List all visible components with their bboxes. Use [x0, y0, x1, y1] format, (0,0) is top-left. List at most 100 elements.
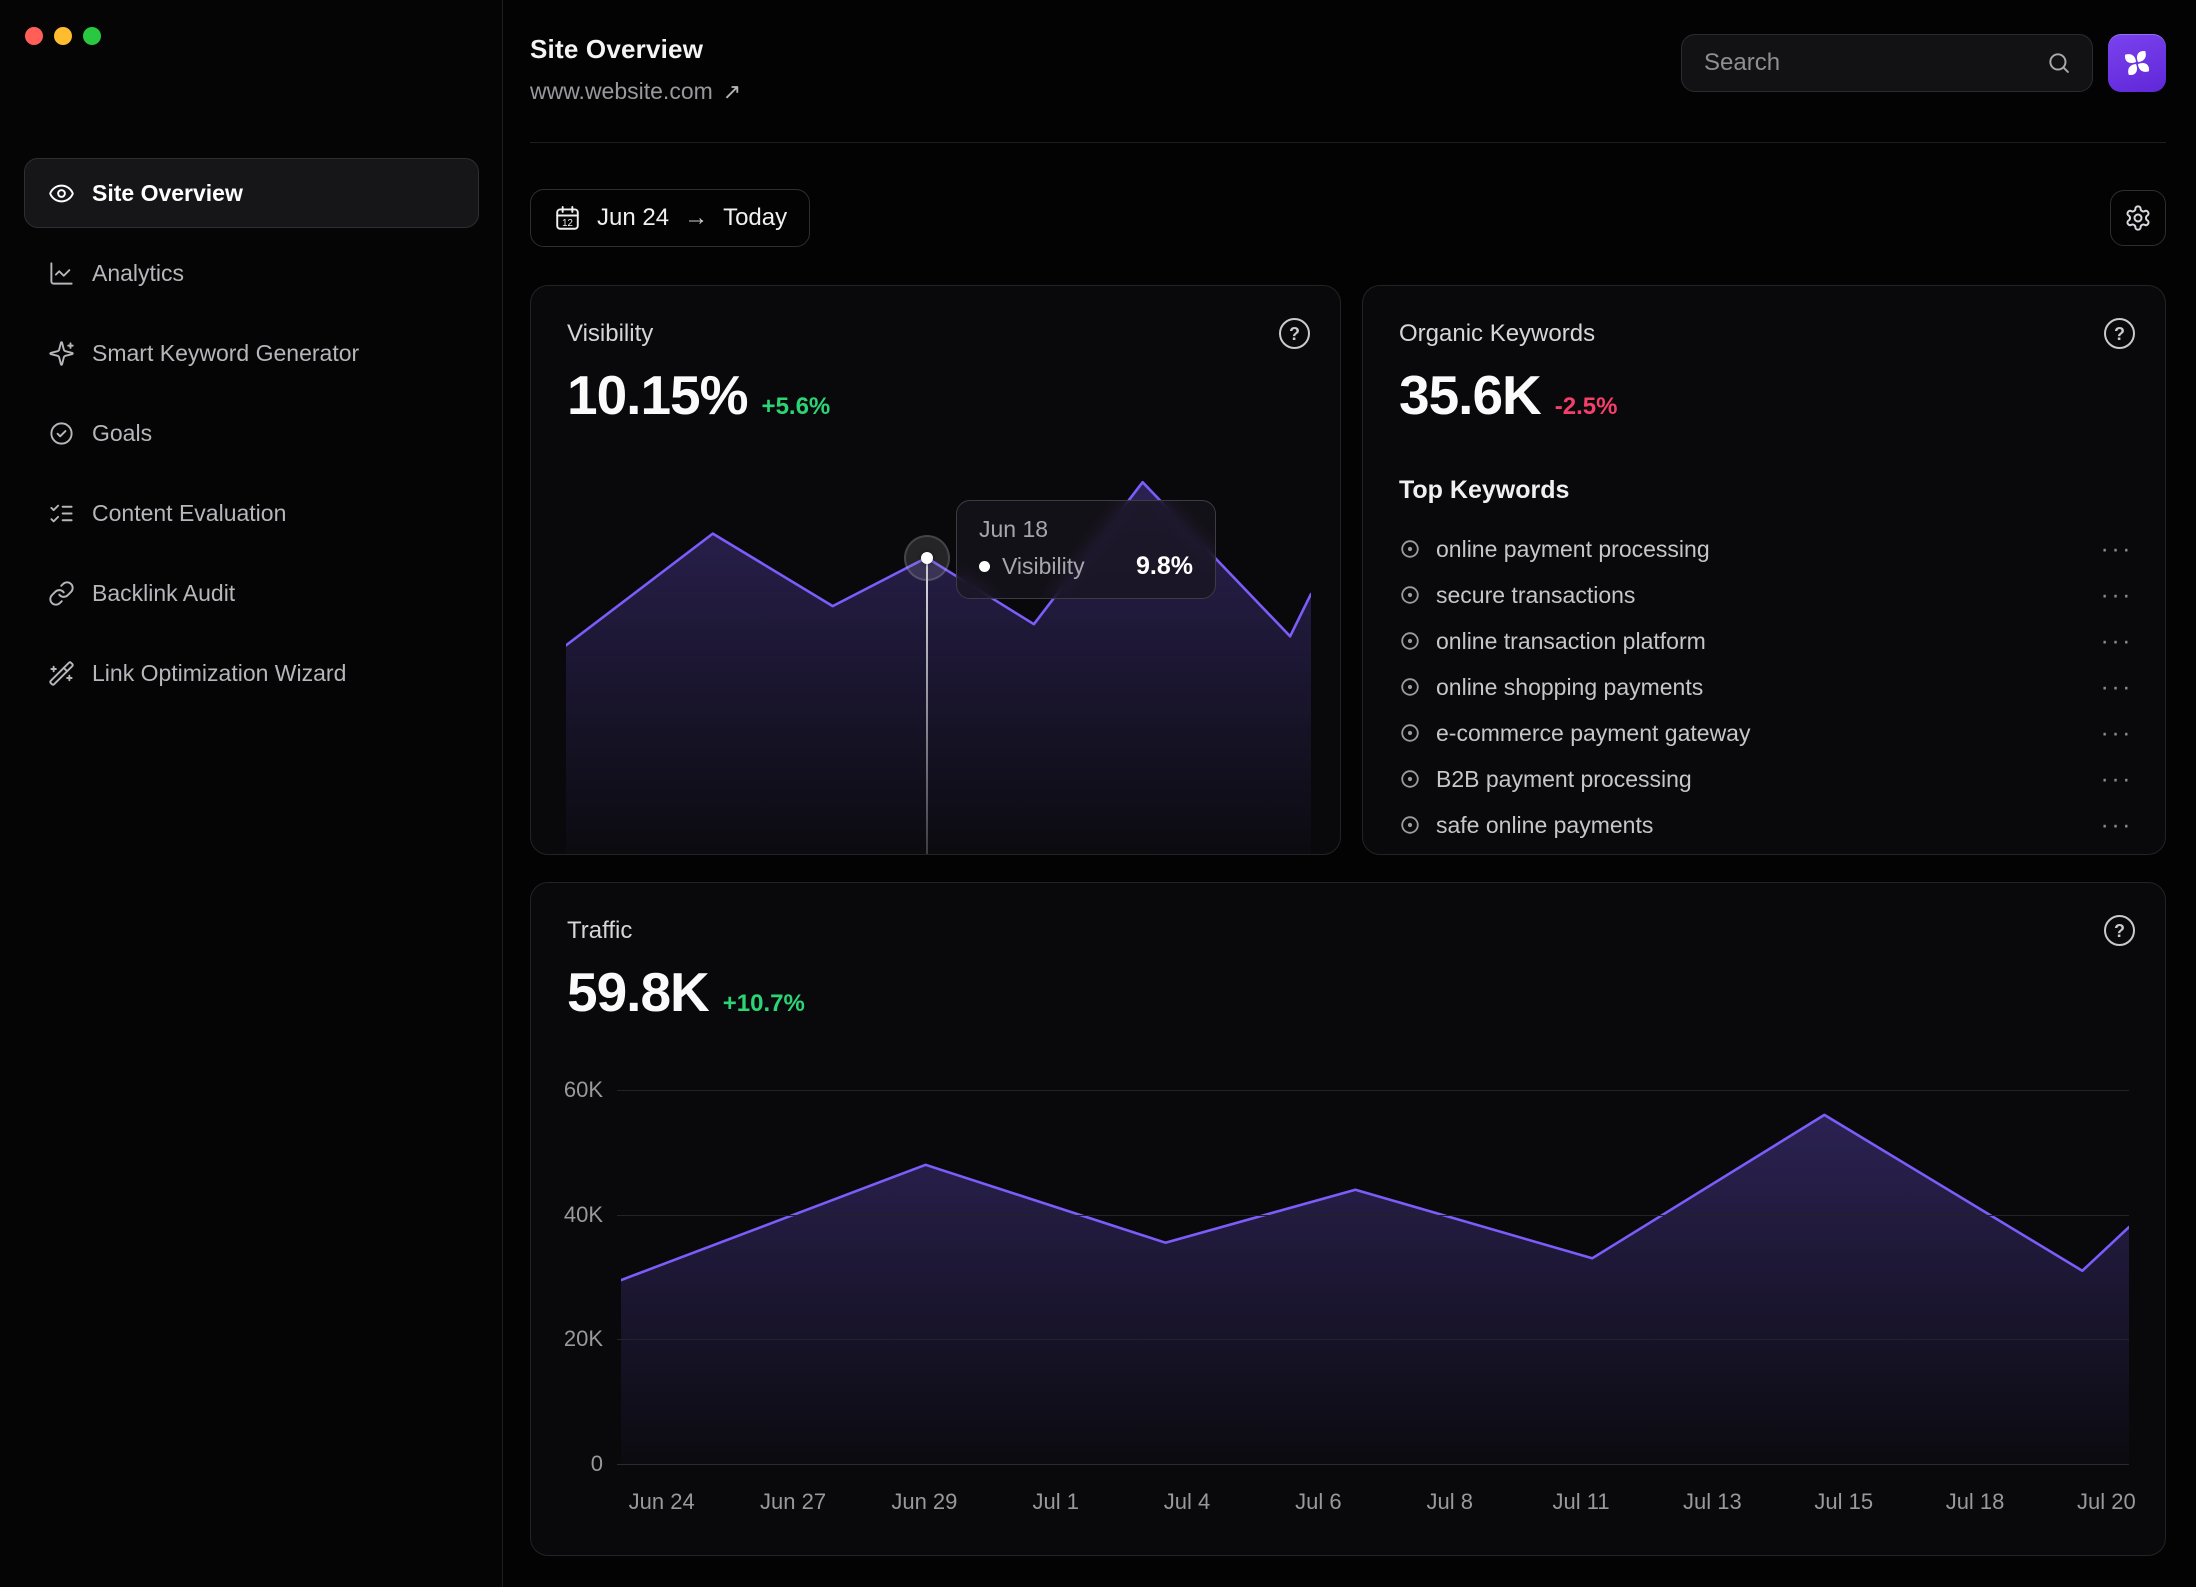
topbar: Site Overview www.website.com ↗ — [530, 0, 2166, 105]
keyword-label: secure transactions — [1436, 581, 1636, 608]
traffic-card-title: Traffic — [567, 916, 633, 944]
keyword-bullet-icon — [1399, 722, 1421, 744]
traffic-help-button[interactable]: ? — [2104, 915, 2135, 946]
page-heading: Site Overview www.website.com ↗ — [530, 34, 741, 105]
traffic-card-header: Traffic ? — [531, 883, 2165, 946]
sidebar-item-label: Goals — [92, 419, 153, 446]
hover-crosshair-line — [925, 557, 928, 854]
visibility-card: Visibility ? 10.15% +5.6% Jun 18 — [530, 285, 1341, 855]
keyword-item: secure transactions ··· — [1399, 572, 2137, 618]
date-range-picker[interactable]: 12 Jun 24 → Today — [530, 189, 811, 247]
gear-icon — [2126, 205, 2150, 231]
keyword-bullet-icon — [1399, 768, 1421, 790]
sidebar-item-label: Backlink Audit — [92, 579, 236, 606]
search-input[interactable] — [1702, 48, 2034, 78]
hover-point-dot — [920, 551, 933, 564]
keyword-menu-button[interactable]: ··· — [2097, 674, 2137, 700]
keyword-label: B2B payment processing — [1436, 765, 1692, 792]
keywords-help-button[interactable]: ? — [2104, 318, 2135, 349]
search-box[interactable] — [1681, 34, 2093, 92]
keyword-item: online transaction platform ··· — [1399, 618, 2137, 664]
keywords-list: online payment processing ··· secure trans… — [1363, 526, 2165, 848]
settings-button[interactable] — [2110, 190, 2166, 246]
gridline — [617, 1090, 2129, 1091]
visibility-card-header: Visibility ? — [531, 286, 1340, 349]
x-axis-label: Jul 8 — [1426, 1489, 1473, 1514]
x-axis-label: Jul 15 — [1814, 1489, 1874, 1514]
external-link-icon: ↗ — [722, 78, 742, 104]
sidebar-nav: Site Overview Analytics Smart Keyword Gene… — [24, 158, 479, 708]
x-axis-label: Jul 4 — [1163, 1489, 1211, 1514]
date-start: Jun 24 — [597, 204, 670, 231]
keyword-item: B2B payment processing ··· — [1399, 756, 2137, 802]
x-axis-label: Jul 20 — [2077, 1489, 2136, 1514]
visibility-card-title: Visibility — [567, 319, 654, 347]
cards-row: Visibility ? 10.15% +5.6% Jun 18 — [530, 285, 2166, 855]
y-axis-label: 60K — [563, 1077, 603, 1102]
sidebar-item-smart-keyword-generator[interactable]: Smart Keyword Generator — [24, 318, 479, 388]
app-logo-button[interactable] — [2108, 34, 2166, 92]
tooltip-series-dot — [979, 561, 990, 572]
organic-keywords-card: Organic Keywords ? 35.6K -2.5% Top Keywo… — [1362, 285, 2166, 855]
x-axis-label: Jun 24 — [628, 1489, 695, 1514]
keyword-item: e-commerce payment gateway ··· — [1399, 710, 2137, 756]
keyword-item: online shopping payments ··· — [1399, 664, 2137, 710]
sidebar-item-analytics[interactable]: Analytics — [24, 238, 479, 308]
sidebar-item-goals[interactable]: Goals — [24, 398, 479, 468]
eye-icon — [49, 184, 74, 202]
keyword-bullet-icon — [1399, 676, 1421, 698]
tooltip-series-label: Visibility — [1002, 553, 1085, 579]
traffic-change: +10.7% — [722, 990, 805, 1017]
sidebar-item-backlink-audit[interactable]: Backlink Audit — [24, 558, 479, 628]
calendar-icon: 12 — [556, 205, 579, 230]
minimize-button[interactable] — [54, 27, 72, 45]
tooltip-row: Visibility 9.8% — [979, 552, 1193, 581]
keyword-menu-button[interactable]: ··· — [2097, 536, 2137, 562]
gridline — [617, 1214, 2129, 1216]
keyword-menu-button[interactable]: ··· — [2097, 720, 2137, 746]
sidebar-item-link-optimization-wizard[interactable]: Link Optimization Wizard — [24, 638, 479, 708]
y-axis-label: 40K — [563, 1201, 603, 1227]
traffic-value: 59.8K — [567, 961, 710, 1023]
help-icon: ? — [1289, 323, 1300, 344]
keyword-label: e-commerce payment gateway — [1436, 719, 1751, 746]
site-url-link[interactable]: www.website.com ↗ — [530, 78, 741, 105]
visibility-chart: Jun 18 Visibility 9.8% — [566, 461, 1311, 854]
close-button[interactable] — [25, 27, 43, 45]
zoom-button[interactable] — [83, 27, 101, 45]
traffic-card: Traffic ? 59.8K +10.7% 60K 40K 20K 0 Jun 24 J… — [530, 882, 2166, 1556]
window-controls — [25, 27, 101, 45]
help-icon: ? — [2114, 323, 2125, 344]
keyword-label: online shopping payments — [1436, 673, 1704, 700]
sidebar-item-content-evaluation[interactable]: Content Evaluation — [24, 478, 479, 548]
visibility-help-button[interactable]: ? — [1279, 318, 1310, 349]
keywords-card-header: Organic Keywords ? — [1363, 286, 2165, 349]
keyword-menu-button[interactable]: ··· — [2097, 812, 2137, 838]
keyword-menu-button[interactable]: ··· — [2097, 766, 2137, 792]
x-axis-label: Jun 29 — [891, 1489, 958, 1514]
keyword-menu-button[interactable]: ··· — [2097, 628, 2137, 654]
tooltip-value: 9.8% — [1136, 552, 1193, 580]
y-axis-label: 0 — [590, 1451, 603, 1476]
y-axis-label: 20K — [563, 1326, 603, 1352]
sidebar-item-site-overview[interactable]: Site Overview — [24, 158, 479, 228]
sidebar: Site Overview Analytics Smart Keyword Gene… — [0, 0, 503, 1587]
keywords-value: 35.6K — [1399, 364, 1542, 426]
traffic-chart: 60K 40K 20K 0 Jun 24 Jun 27 Jun 29 Jul 1 Jul 4 Ju… — [564, 1077, 2136, 1514]
keyword-bullet-icon — [1399, 814, 1421, 836]
x-axis-label: Jul 1 — [1032, 1489, 1079, 1514]
toolbar: 12 Jun 24 → Today — [530, 189, 2166, 247]
link-icon — [49, 580, 74, 606]
chart-line-icon — [50, 261, 73, 285]
top-keywords-heading: Top Keywords — [1399, 476, 1570, 504]
keywords-card-title: Organic Keywords — [1399, 319, 1596, 347]
keyword-item: online payment processing ··· — [1399, 526, 2137, 572]
keywords-value-row: 35.6K -2.5% — [1363, 349, 2165, 427]
date-range-arrow-icon: → — [684, 204, 709, 231]
wand-sparkles-icon — [49, 660, 74, 686]
page-title: Site Overview — [530, 34, 704, 64]
list-checks-icon — [50, 504, 73, 522]
keyword-menu-button[interactable]: ··· — [2097, 582, 2137, 608]
traffic-value-row: 59.8K +10.7% — [531, 946, 2165, 1024]
